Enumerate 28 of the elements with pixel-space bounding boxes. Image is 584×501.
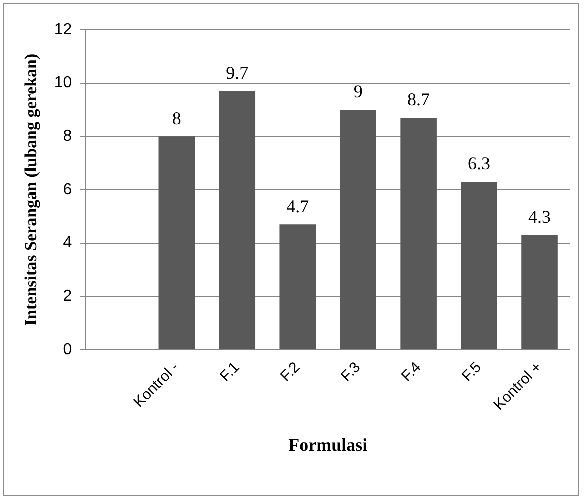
data-label: 8 bbox=[172, 108, 182, 128]
data-label: 4.7 bbox=[286, 196, 310, 216]
data-label: 6.3 bbox=[468, 154, 491, 174]
data-label: 9 bbox=[354, 82, 363, 102]
x-tick-label: F.1 bbox=[216, 359, 244, 386]
y-tick-label: 8 bbox=[63, 128, 72, 146]
y-tick-label: 12 bbox=[54, 21, 72, 38]
x-tick-label: F.2 bbox=[277, 359, 304, 386]
y-tick-label: 10 bbox=[54, 74, 72, 92]
x-axis-title: Formulasi bbox=[288, 434, 368, 455]
bar bbox=[522, 235, 558, 350]
bar bbox=[280, 224, 316, 350]
bar bbox=[219, 91, 256, 350]
data-label: 9.7 bbox=[226, 63, 249, 84]
x-tick-label: F.5 bbox=[458, 359, 486, 386]
bar bbox=[340, 110, 376, 350]
x-tick-label: F.3 bbox=[338, 359, 364, 386]
y-tick-label: 6 bbox=[63, 181, 72, 198]
y-axis-title: Intensitas Serangan (lubang gerekan) bbox=[22, 54, 41, 326]
x-tick-label: F.4 bbox=[398, 359, 425, 386]
data-label: 4.3 bbox=[528, 207, 552, 228]
y-tick-label: 0 bbox=[63, 341, 72, 358]
bar bbox=[158, 136, 196, 350]
bar bbox=[400, 118, 437, 350]
data-label: 8.7 bbox=[408, 90, 430, 110]
y-tick-label: 2 bbox=[63, 288, 72, 306]
y-tick-label: 4 bbox=[63, 234, 72, 252]
bar bbox=[461, 182, 498, 350]
